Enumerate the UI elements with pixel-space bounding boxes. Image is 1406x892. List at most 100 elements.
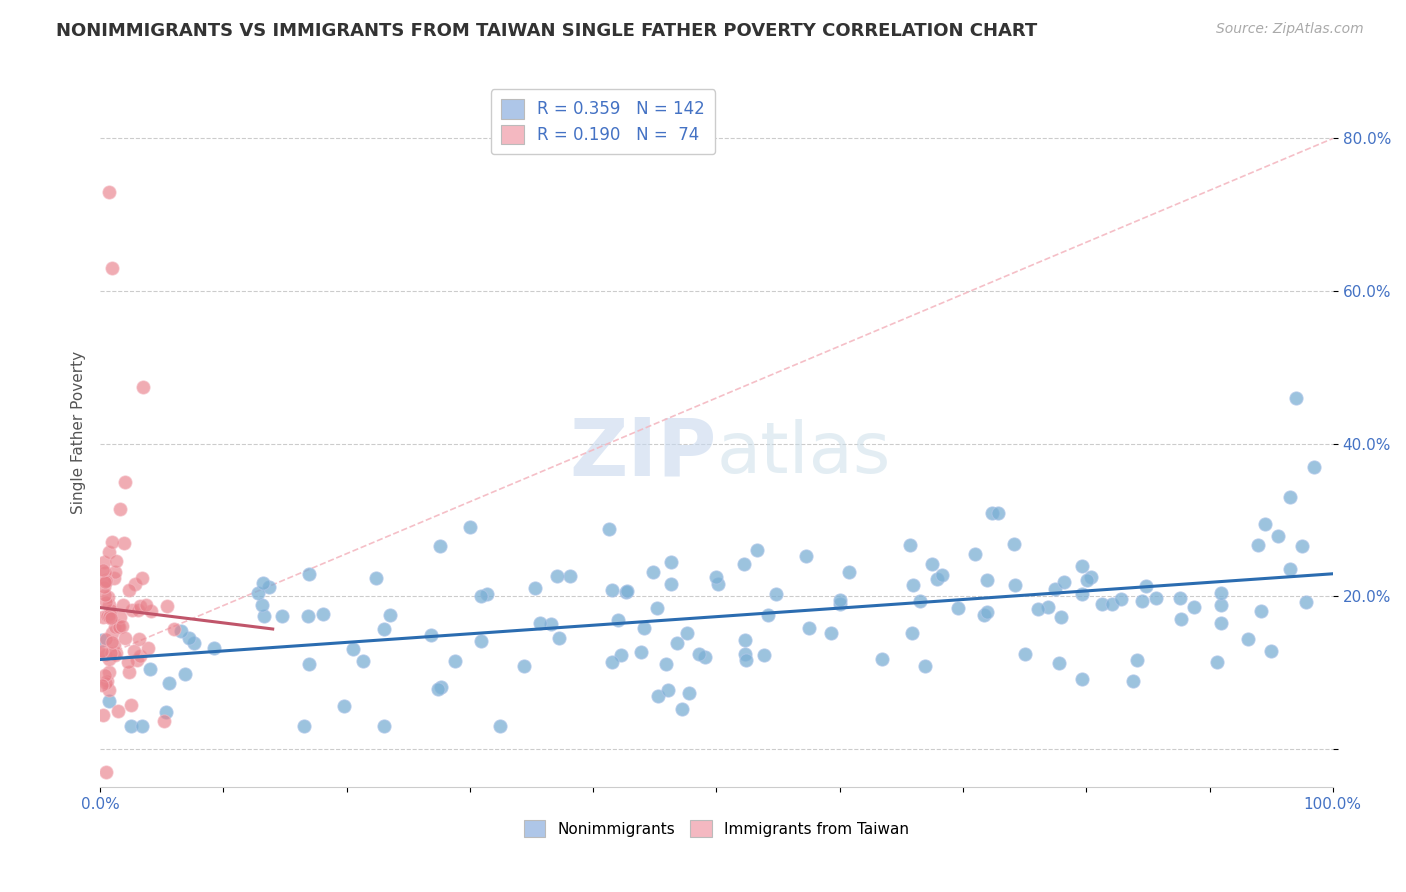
Point [128,632,150,647]
Point [97,185,120,199]
Point [120,719,142,733]
Point [598,522,620,536]
Point [870,652,893,666]
Point [97,694,120,708]
Point [163,623,186,637]
Point [908,594,931,608]
Point [921,558,943,572]
Point [1080,569,1102,583]
Point [1303,459,1326,474]
Point [98,665,121,680]
Point [470,589,492,603]
Point [100,611,122,625]
Point [155,705,177,719]
Point [987,507,1010,521]
Point [253,609,276,624]
Point [901,578,924,592]
Point [1036,599,1059,614]
Point [733,557,755,571]
Point [94,588,117,602]
Point [647,601,669,615]
Point [830,597,852,611]
Point [420,628,443,642]
Point [378,607,401,622]
Point [332,698,354,713]
Point [752,648,775,662]
Point [96,674,118,689]
Point [366,571,388,585]
Point [1076,573,1098,587]
Point [1050,610,1073,624]
Point [94,676,117,690]
Point [1045,582,1067,597]
Point [647,689,669,703]
Point [91,609,114,624]
Point [1295,595,1317,609]
Point [1047,656,1070,670]
Point [734,633,756,648]
Point [659,577,682,591]
Point [1250,604,1272,618]
Point [94,632,117,646]
Point [1285,391,1308,405]
Point [90,644,112,658]
Point [342,642,364,657]
Point [1278,490,1301,504]
Point [101,534,124,549]
Point [1091,597,1114,611]
Point [94,574,117,589]
Point [980,507,1002,521]
Point [121,603,143,617]
Point [91,563,114,577]
Point [489,719,512,733]
Point [1126,653,1149,667]
Point [202,640,225,655]
Point [633,621,655,635]
Text: NONIMMIGRANTS VS IMMIGRANTS FROM TAIWAN SINGLE FATHER POVERTY CORRELATION CHART: NONIMMIGRANTS VS IMMIGRANTS FROM TAIWAN … [56,22,1038,40]
Point [976,573,998,587]
Point [828,592,851,607]
Text: Source: ZipAtlas.com: Source: ZipAtlas.com [1216,22,1364,37]
Point [1111,592,1133,607]
Point [429,539,451,553]
Point [250,598,273,612]
Point [97,590,120,604]
Point [97,609,120,624]
Point [157,675,180,690]
Point [96,573,118,587]
Point [797,620,820,634]
Point [1254,517,1277,532]
Point [97,598,120,612]
Point [352,654,374,668]
Point [641,566,664,580]
Point [1267,529,1289,543]
Point [1053,574,1076,589]
Point [548,631,571,645]
Point [103,571,125,585]
Point [600,582,623,597]
Point [610,648,633,663]
Point [665,636,688,650]
Point [177,632,200,646]
Point [460,520,482,534]
Point [931,568,953,582]
Point [311,607,333,621]
Point [1130,594,1153,608]
Point [1101,597,1123,611]
Point [270,609,292,624]
Point [91,708,114,723]
Point [704,570,727,584]
Point [1237,632,1260,647]
Point [297,567,319,582]
Point [900,538,922,552]
Point [820,625,842,640]
Point [292,719,315,733]
Point [745,543,768,558]
Point [427,682,450,697]
Point [124,576,146,591]
Point [101,626,124,640]
Point [96,595,118,609]
Point [735,653,758,667]
Point [108,620,131,634]
Point [104,648,127,662]
